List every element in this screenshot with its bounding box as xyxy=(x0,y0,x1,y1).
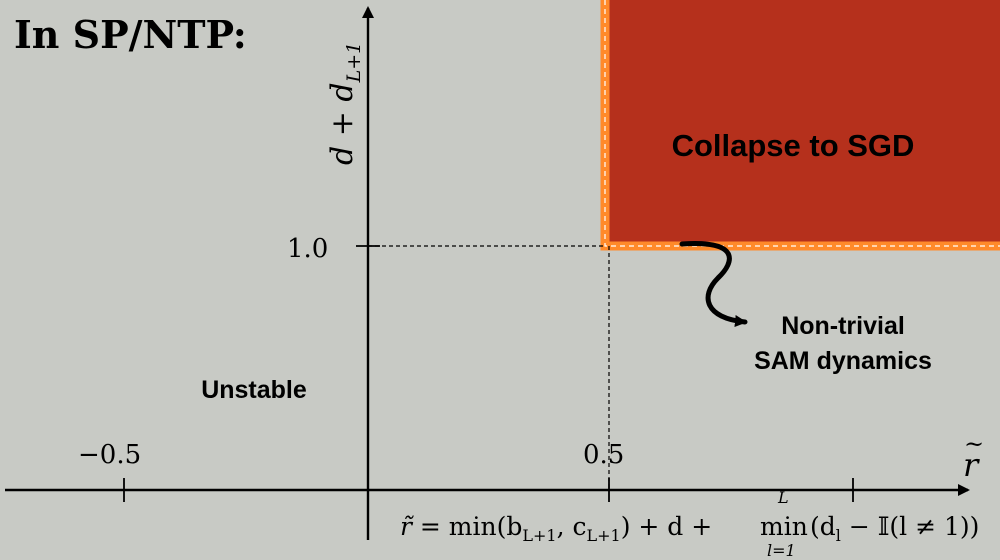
formula-c-part: , c xyxy=(557,512,587,541)
squiggle-arrow xyxy=(679,241,748,327)
y-axis-label-main: d + d xyxy=(325,82,360,165)
collapse-label: Collapse to SGD xyxy=(672,128,915,163)
svg-text:(dl − 𝕀(l ≠ 1)): (dl − 𝕀(l ≠ 1)) xyxy=(810,512,979,545)
collapse-region-dash xyxy=(604,0,1000,247)
x-axis-label: r xyxy=(963,446,980,484)
y-axis-label: d + dL+1 xyxy=(325,42,365,165)
formula-min-word: min xyxy=(760,512,808,541)
formula-min-upper: L xyxy=(777,488,789,507)
x-tick-label-05: 0.5 xyxy=(583,440,624,470)
unstable-label: Unstable xyxy=(201,376,307,404)
y-axis-label-sub: L+1 xyxy=(343,42,365,84)
formula-r-tilde: r̃ xyxy=(400,512,415,541)
svg-text:r̃ = min(bL+1, cL+1) + d +: r̃ = min(bL+1, cL+1) + d + xyxy=(400,512,712,545)
x-tick-label-neg05: −0.5 xyxy=(78,440,141,470)
formula-tail-open: (d xyxy=(810,512,836,541)
nontrivial-label-line2: SAM dynamics xyxy=(754,347,932,375)
formula-d-sub: l xyxy=(836,526,841,545)
formula-tail-close: − 𝕀(l ≠ 1)) xyxy=(841,512,980,541)
formula-equals-min: = min(b xyxy=(412,512,522,541)
collapse-region xyxy=(600,0,1000,251)
formula-b-sub: L+1 xyxy=(522,526,556,545)
formula-min-lower: l=1 xyxy=(767,541,796,560)
x-axis-label-tilde: ~ xyxy=(964,430,984,458)
formula-plus-d-plus: ) + d + xyxy=(621,512,713,541)
nontrivial-label-line1: Non-trivial xyxy=(781,312,905,340)
y-tick-label: 1.0 xyxy=(287,234,328,264)
page-title: In SP/NTP: xyxy=(14,12,247,57)
r-tilde-formula: r̃ = min(bL+1, cL+1) + d + min L l=1 (dl… xyxy=(400,488,979,560)
formula-c-sub: L+1 xyxy=(586,526,620,545)
